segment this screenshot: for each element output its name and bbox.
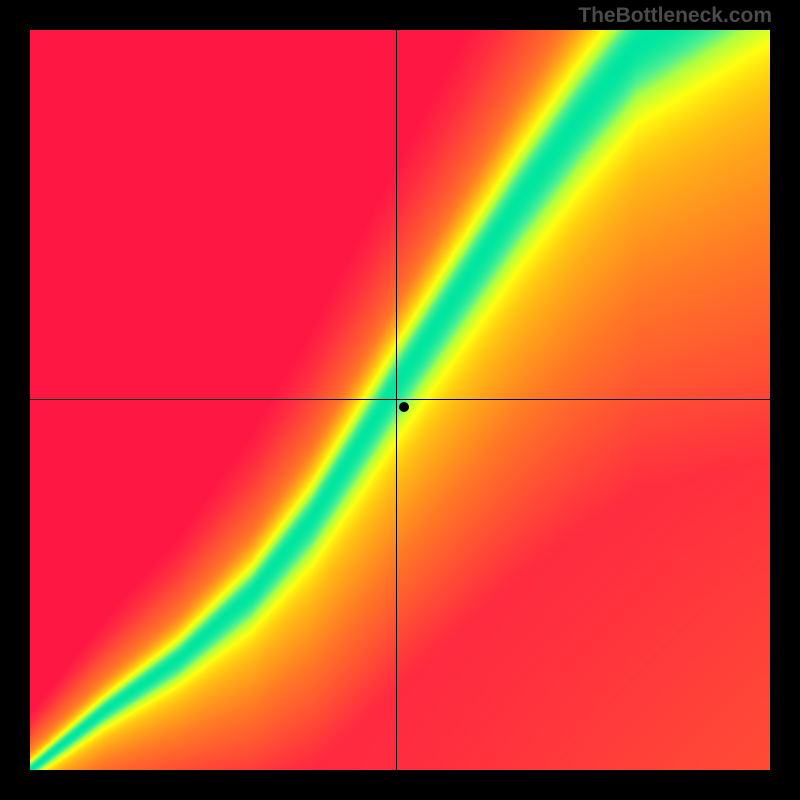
chart-frame: TheBottleneck.com <box>0 0 800 800</box>
plot-area <box>30 30 770 770</box>
bottleneck-heatmap <box>30 30 770 770</box>
crosshair-vertical <box>396 30 397 770</box>
selection-marker <box>399 402 409 412</box>
crosshair-horizontal <box>30 399 770 400</box>
watermark-text: TheBottleneck.com <box>578 4 772 28</box>
